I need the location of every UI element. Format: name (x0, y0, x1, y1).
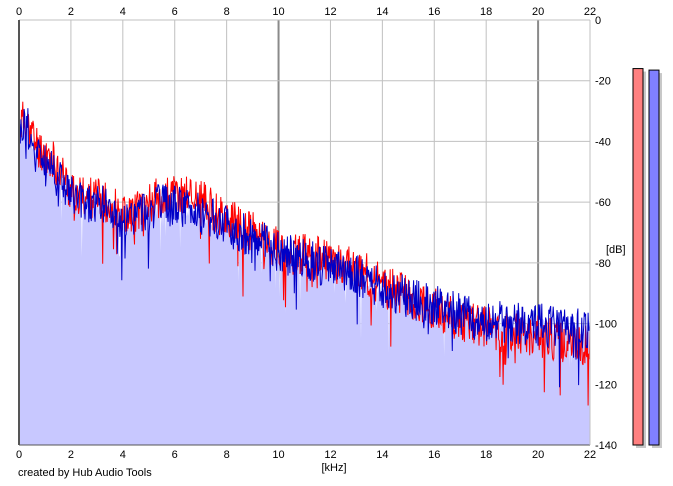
x-tick-labels-top: 0 2 4 6 8 10 12 14 16 18 20 22 (16, 6, 596, 18)
x-tick-label-top: 0 (16, 6, 22, 18)
x-tick-labels-bottom: 0 2 4 6 8 10 12 14 16 18 20 22 (16, 449, 596, 461)
x-tick-label-bottom: 8 (224, 449, 230, 461)
y-axis-label: [dB] (606, 244, 626, 256)
x-tick-label-bottom: 0 (16, 449, 22, 461)
x-tick-label-top: 10 (272, 6, 284, 18)
x-tick-label-top: 18 (480, 6, 492, 18)
y-tick-labels: 0 -20 -40 -60 -80 -100 -120 -140 (595, 15, 617, 452)
x-tick-label-bottom: 10 (272, 449, 284, 461)
series-line-right (18, 108, 591, 388)
x-tick-label-top: 14 (376, 6, 388, 18)
spectrum-series (18, 101, 591, 406)
x-tick-label-bottom: 12 (324, 449, 336, 461)
x-tick-label-bottom: 22 (584, 449, 596, 461)
x-tick-label-bottom: 14 (376, 449, 388, 461)
x-tick-label-bottom: 20 (532, 449, 544, 461)
x-tick-label-top: 22 (584, 6, 596, 18)
spectrum-area (19, 113, 590, 446)
credit-text: created by Hub Audio Tools (18, 467, 152, 479)
x-tick-label-top: 16 (428, 6, 440, 18)
y-tick-label: 0 (595, 15, 601, 27)
axes-frame (18, 20, 591, 446)
y-tick-label: -60 (595, 197, 611, 209)
y-tick-label: -80 (595, 258, 611, 270)
x-tick-label-top: 6 (172, 6, 178, 18)
x-tick-label-top: 2 (68, 6, 74, 18)
y-tick-label: -40 (595, 136, 611, 148)
spectrum-fill-area (19, 113, 590, 446)
x-tick-label-bottom: 4 (120, 449, 126, 461)
x-tick-label-bottom: 18 (480, 449, 492, 461)
x-tick-label-top: 20 (532, 6, 544, 18)
level-meters (632, 68, 662, 449)
x-tick-label-top: 8 (224, 6, 230, 18)
level-meter-left (632, 68, 644, 446)
x-tick-label-bottom: 6 (172, 449, 178, 461)
x-tick-label-top: 4 (120, 6, 126, 18)
x-tick-label-top: 12 (324, 6, 336, 18)
y-tick-label: -20 (595, 76, 611, 88)
level-meter-right (648, 69, 660, 446)
x-tick-label-bottom: 16 (428, 449, 440, 461)
y-tick-label: -120 (595, 379, 617, 391)
y-tick-label: -140 (595, 440, 617, 452)
y-tick-label: -100 (595, 319, 617, 331)
x-tick-label-bottom: 2 (68, 449, 74, 461)
x-axis-label: [kHz] (321, 462, 346, 474)
